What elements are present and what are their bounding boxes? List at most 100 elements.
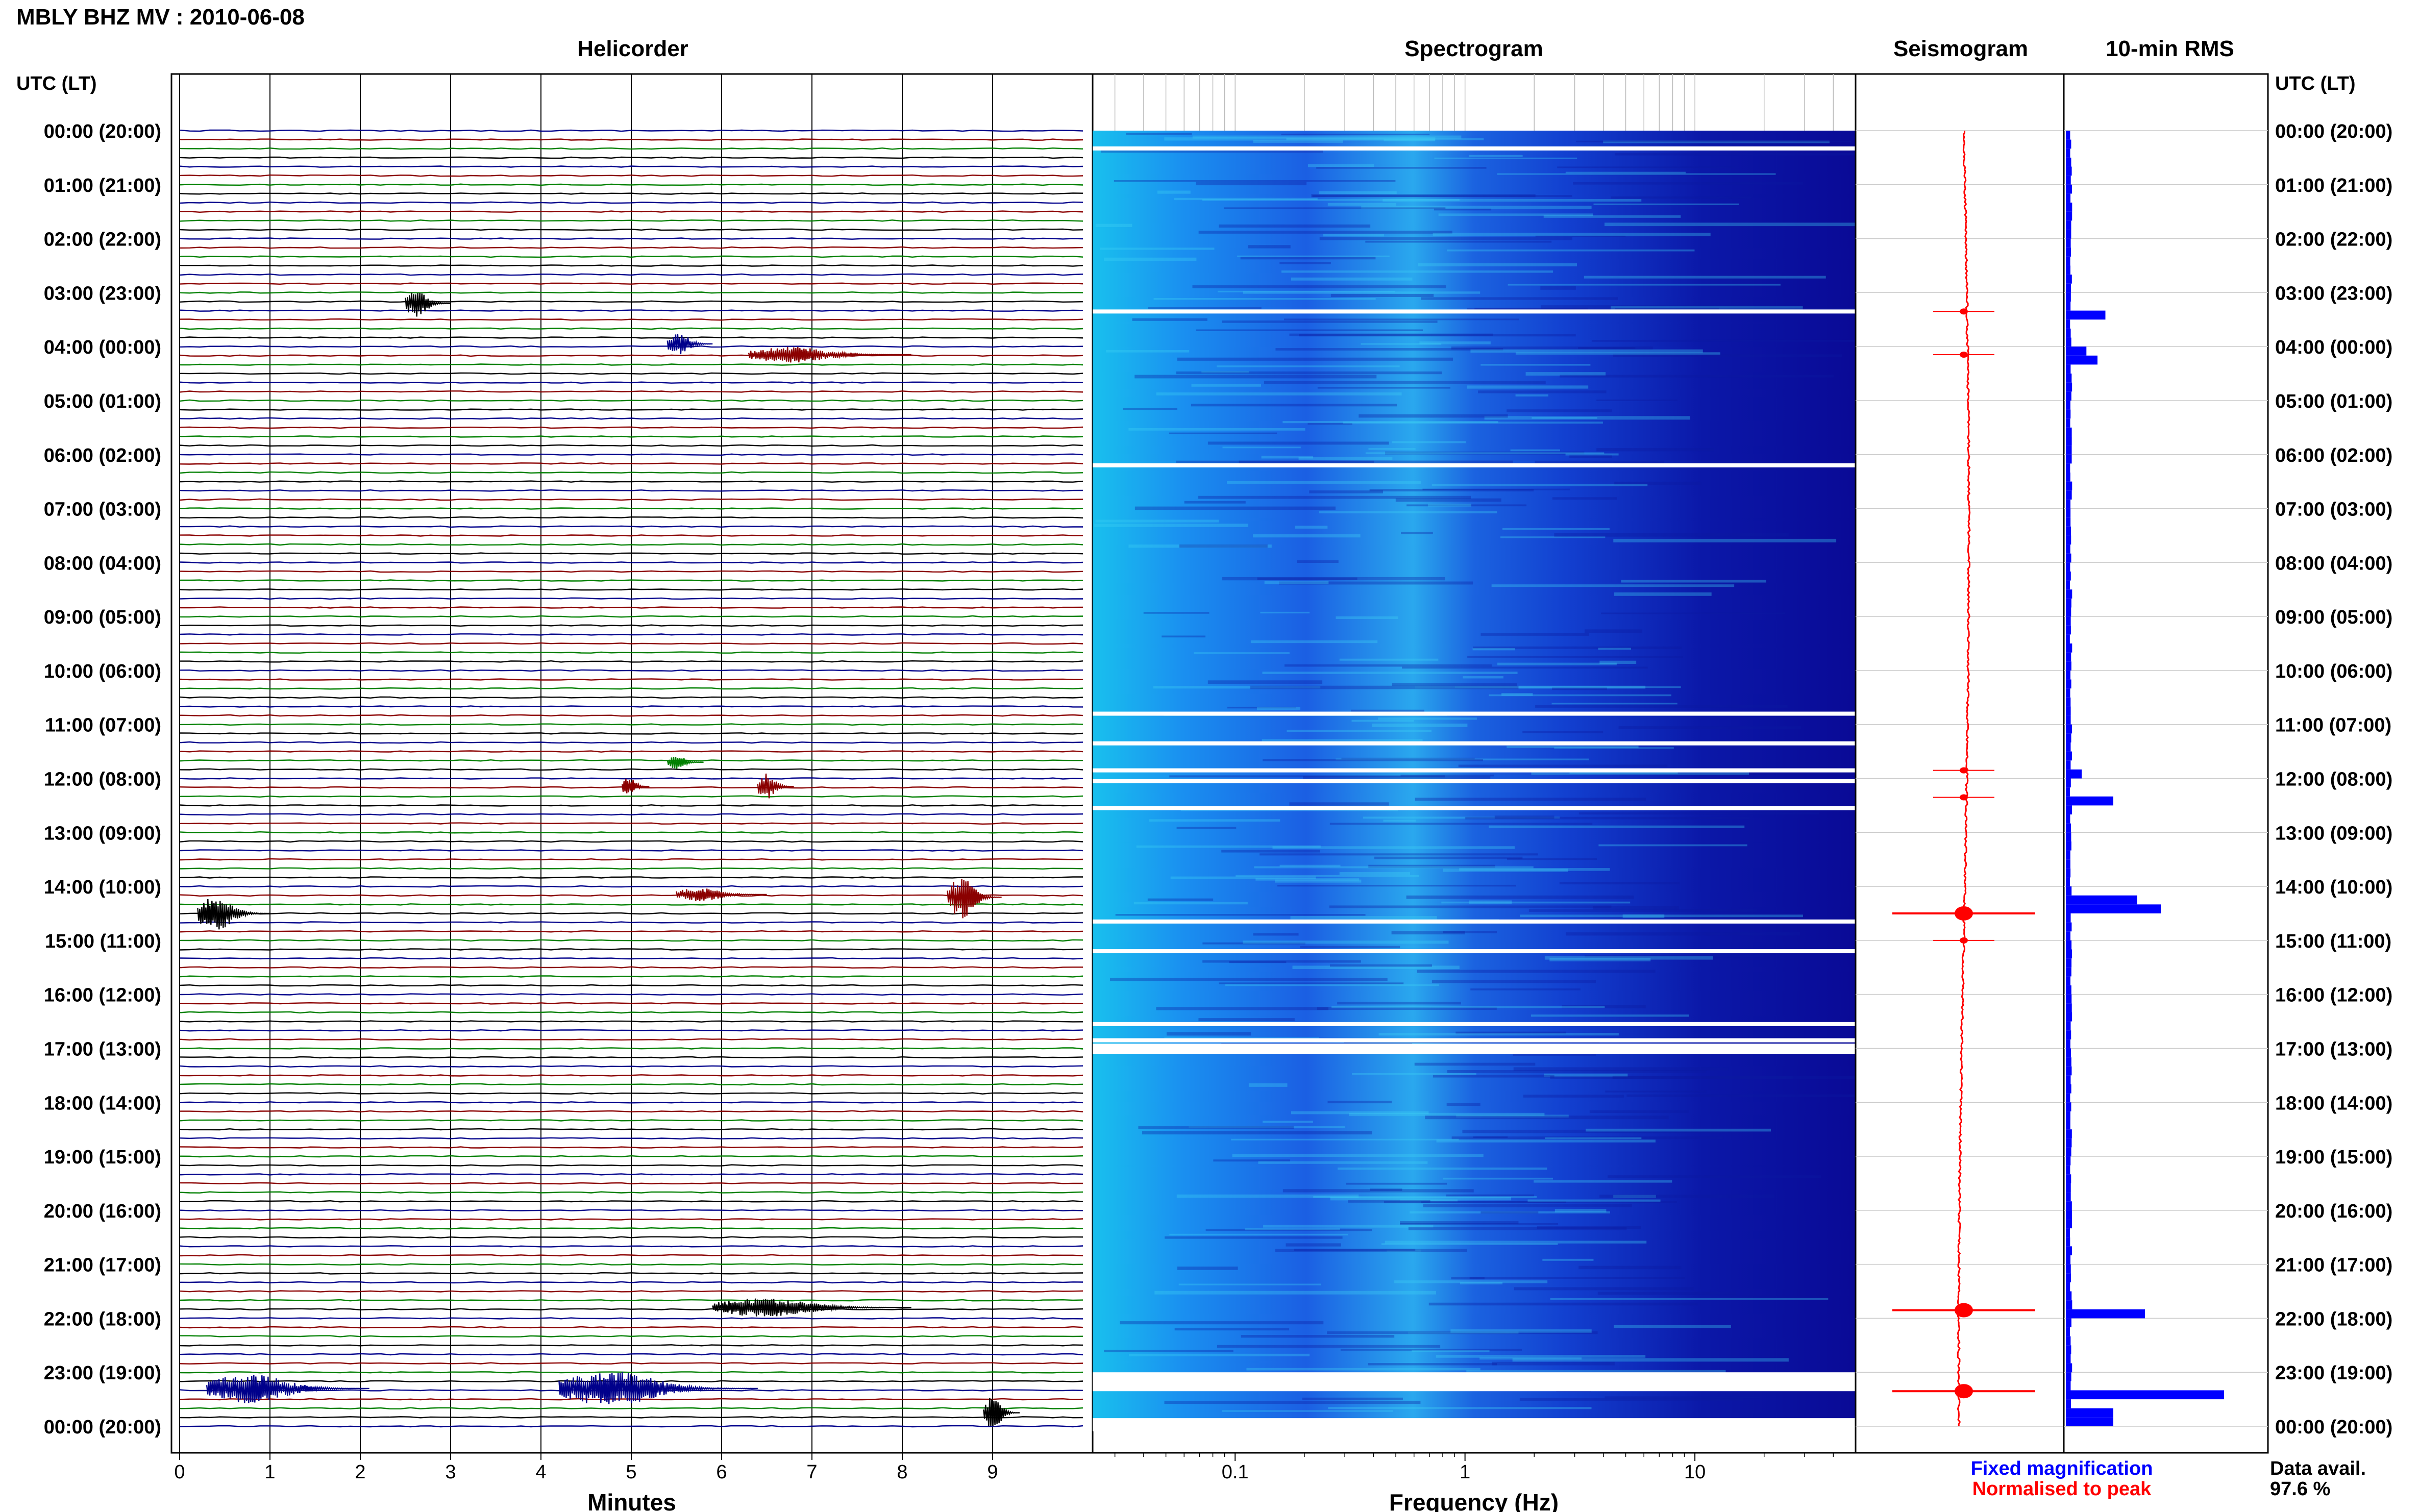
spectrogram-streak [1585,955,1763,958]
helicorder-trace-line [179,552,1083,555]
spectrogram-streak [1605,222,1856,227]
rms-bar [2066,517,2071,527]
spectrogram-streak [1262,739,1423,743]
spectrogram-streak [1307,164,1374,167]
helicorder-trace-line [179,948,1083,951]
spectrogram-streak [1319,511,1497,514]
spectrogram-tick-label: 0.1 [1222,1461,1249,1483]
spectrogram-streak [1349,1112,1545,1117]
spectrogram-streak [1336,616,1398,619]
spectrogram-streak [1383,199,1642,202]
spectrogram-streak [1239,460,1513,464]
spectrogram-streak [1622,914,1665,918]
helicorder-trace-line [179,1002,1083,1005]
spectrogram-frequency-ticks: 0.1 1 10 [1114,1453,1834,1483]
right-time-label: 22:00 (18:00) [2275,1308,2392,1330]
spectrogram-streak [1479,1357,1582,1360]
spectrogram-streak [1427,504,1472,507]
helicorder-trace-line [179,129,1083,132]
spectrogram-streak [1359,414,1508,418]
helicorder-trace-line [179,885,1083,888]
right-time-label: 18:00 (14:00) [2275,1093,2392,1114]
helicorder-trace-line [179,138,1083,141]
spectrogram-streak [1192,285,1446,288]
spectrogram-streak [1565,453,1619,456]
spectrogram-streak [1147,898,1214,901]
rms-bars [2066,131,2224,1426]
spectrogram-streak [1222,320,1438,323]
rms-bar [2066,473,2070,482]
right-time-label: 10:00 (06:00) [2275,661,2392,682]
helicorder-trace-line [179,1146,1083,1149]
spectrogram-streak [1550,1298,1829,1300]
spectrogram-streak [1291,277,1413,281]
spectrogram-streak [1221,850,1320,853]
spectrogram-streak [1245,1228,1340,1230]
helicorder-trace-line [179,840,1083,843]
spectrogram-streak [1255,878,1360,881]
helicorder-trace-line [179,714,1083,717]
rms-bar [2066,131,2070,140]
spectrogram-streak [1466,1370,1726,1374]
seismogram-event-burst [1955,1303,1973,1318]
helicorder-trace-line [179,957,1083,960]
spectrogram-streak [1277,884,1516,887]
left-time-label: 00:00 (20:00) [44,121,161,142]
helicorder-trace-line [179,462,1083,465]
rms-bar [2066,1309,2145,1319]
spectrogram-streak [1550,1076,1793,1079]
spectrogram-streak [1608,1175,1821,1178]
spectrogram-streak [1535,460,1664,464]
spectrogram-streak [1240,257,1376,260]
spectrogram-streak [1327,1101,1392,1104]
spectrogram-streak [1374,856,1523,859]
spectrogram-streak [1198,495,1471,499]
spectrogram-streak [1169,775,1445,778]
spectrogram-data-gap [1093,1372,1856,1392]
helicorder-trace-line [179,624,1083,627]
spectrogram-streak [1216,365,1400,367]
spectrogram-streak [1557,166,1735,168]
spectrogram-streak [1621,580,1766,583]
helicorder-trace-line [180,876,1083,879]
right-time-label: 21:00 (17:00) [2275,1255,2392,1276]
spectrogram-streak [1207,680,1323,684]
spectrogram-streak [1292,965,1460,970]
spectrogram-streak [1470,349,1703,353]
rms-bar [2066,184,2072,194]
helicorder-trace-line [179,1218,1083,1221]
helicorder-trace-line [179,1317,1083,1320]
spectrogram-panel: 0.1 1 10 Frequency (Hz) [1092,73,1857,1512]
rms-bar [2066,850,2070,860]
right-time-axis-label: UTC (LT) [2275,73,2356,94]
spectrogram-streak [1611,306,1803,310]
spectrogram-streak [1202,942,1305,945]
spectrogram-streak [1605,1090,1707,1093]
spectrogram-streak [1219,982,1404,984]
spectrogram-streak [1514,1287,1694,1291]
spectrogram-data-gap [1093,1022,1856,1026]
rms-bar [2066,427,2072,437]
spectrogram-streak [1227,481,1421,484]
seismogram-hour-gridlines [1856,130,2064,1427]
spectrogram-streak [1134,375,1377,379]
spectrogram-streak [1494,815,1554,819]
helicorder-event [667,756,704,769]
helicorder-tick-label: 4 [535,1461,546,1483]
rms-bar [2066,1039,2070,1049]
spectrogram-streak [1431,484,1648,486]
helicorder-trace-line [179,1290,1083,1293]
helicorder-trace-line [179,1263,1083,1266]
spectrogram-streak [1593,906,1679,910]
helicorder-trace-line [179,894,1083,897]
helicorder-trace-line [179,480,1083,483]
spectrogram-streak [1281,270,1553,273]
spectrogram-streak [1339,658,1439,661]
station-title: MBLY BHZ MV : 2010-06-08 [16,5,305,30]
left-time-label: 18:00 (14:00) [44,1093,161,1114]
spectrogram-tick-label: 10 [1684,1461,1706,1483]
spectrogram-streak [1474,308,1588,311]
rms-bar [2066,346,2087,356]
spectrogram-streak [1415,685,1646,689]
rms-bar [2066,1336,2071,1346]
